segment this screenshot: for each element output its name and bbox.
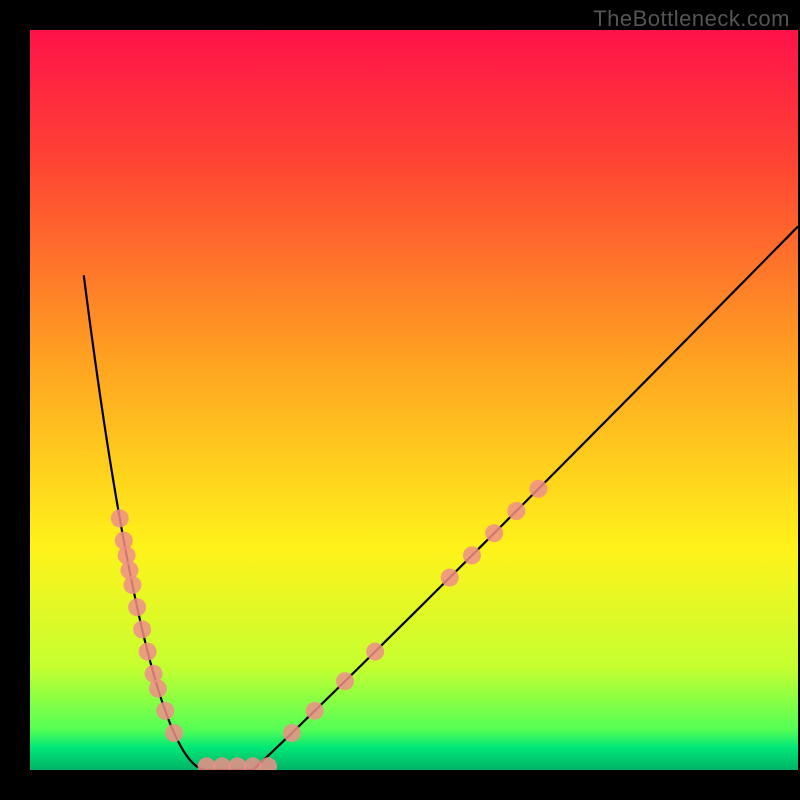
data-marker bbox=[123, 576, 141, 594]
data-marker bbox=[156, 702, 174, 720]
data-marker bbox=[336, 672, 354, 690]
data-marker bbox=[306, 702, 324, 720]
data-marker bbox=[120, 561, 138, 579]
data-marker bbox=[133, 620, 151, 638]
data-marker bbox=[283, 724, 301, 742]
data-marker bbox=[366, 643, 384, 661]
data-marker bbox=[507, 502, 525, 520]
data-marker bbox=[463, 546, 481, 564]
data-marker bbox=[485, 524, 503, 542]
data-marker bbox=[529, 480, 547, 498]
data-marker bbox=[111, 509, 129, 527]
data-marker bbox=[139, 643, 157, 661]
watermark-label: TheBottleneck.com bbox=[593, 6, 790, 32]
data-marker bbox=[149, 680, 167, 698]
data-marker bbox=[128, 598, 146, 616]
data-marker bbox=[441, 569, 459, 587]
data-marker bbox=[165, 724, 183, 742]
